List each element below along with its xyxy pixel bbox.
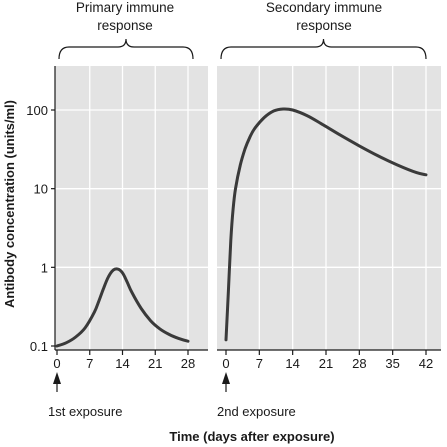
bracket [58,38,194,60]
x-tick-label: 7 [256,356,263,371]
x-tick-label: 14 [115,356,129,371]
exposure-label: 1st exposure [48,404,122,419]
antibody-curve [55,267,190,348]
x-tick-label: 21 [319,356,333,371]
exposure-arrow-head [53,372,61,384]
antibody-curve [224,107,428,342]
panel-title: Secondary immune [266,0,382,15]
y-tick-label: 100 [26,103,48,118]
x-tick-label: 14 [285,356,299,371]
bracket [220,38,427,60]
x-tick-label: 28 [181,356,195,371]
exposure-arrow-head [222,372,230,384]
x-tick-label: 28 [352,356,366,371]
panel-title: response [296,18,352,33]
x-tick-label: 7 [86,356,93,371]
x-axis-label: Time (days after exposure) [169,429,334,444]
x-tick-label: 0 [53,356,60,371]
x-tick-label: 35 [385,356,399,371]
y-axis-label: Antibody concentration (units/ml) [2,100,17,308]
primary-response-panel: 0 7 14 21 28 0.1 1 10 100 Primary immune response 1… [26,0,208,419]
plot-area [55,66,208,350]
x-tick-label: 21 [148,356,162,371]
panel-title: Primary immune [76,0,174,15]
y-tick-label: 0.1 [30,339,48,354]
y-tick-label: 10 [34,182,48,197]
x-tick-label: 0 [222,356,229,371]
exposure-label: 2nd exposure [217,404,296,419]
plot-area [217,66,441,350]
x-tick-label: 42 [419,356,433,371]
secondary-response-panel: 0 7 14 21 28 35 42 Secondary immune response 2nd … [217,0,441,419]
y-tick-label: 1 [41,260,48,275]
panel-title: response [97,18,153,33]
